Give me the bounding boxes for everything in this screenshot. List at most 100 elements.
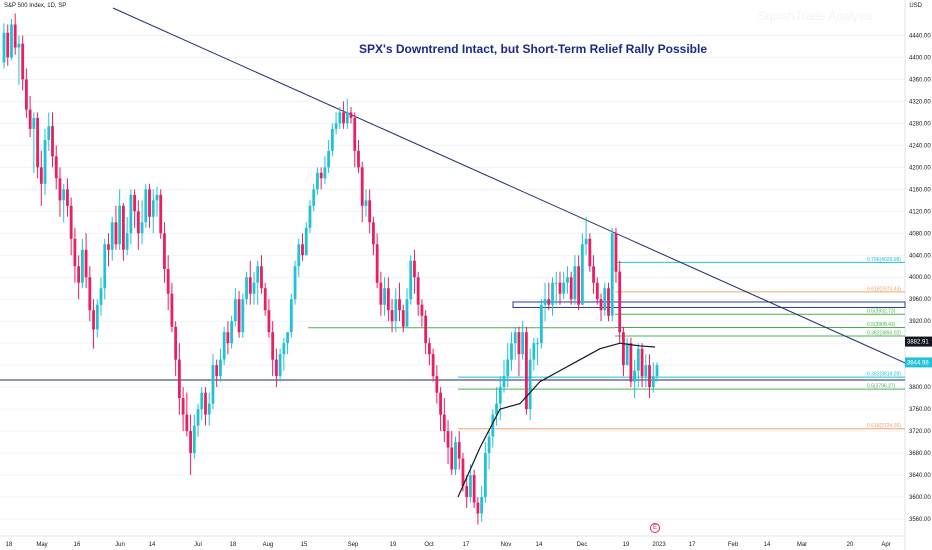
candle-body bbox=[80, 249, 84, 283]
candle-body bbox=[144, 189, 148, 223]
event-marker-icon[interactable]: E bbox=[650, 523, 660, 533]
y-tick-label: 4120.00 bbox=[909, 209, 931, 215]
currency-label: USD bbox=[909, 3, 922, 9]
candle-body bbox=[189, 431, 192, 454]
candle-body bbox=[282, 343, 286, 355]
x-tick-label: 20 bbox=[847, 542, 854, 548]
candle-body bbox=[13, 24, 17, 48]
candle-body bbox=[577, 266, 581, 305]
y-tick-label: 4200.00 bbox=[909, 165, 931, 171]
y-tick-label: 4280.00 bbox=[909, 121, 931, 127]
candle-body bbox=[118, 205, 122, 245]
candle-body bbox=[58, 178, 62, 201]
candle-body bbox=[6, 32, 10, 58]
candle-body bbox=[267, 310, 271, 333]
candle-body bbox=[409, 260, 413, 300]
candle-body bbox=[297, 244, 301, 267]
candle-body bbox=[495, 403, 498, 415]
candle-body bbox=[465, 486, 469, 498]
candle-body bbox=[2, 32, 6, 63]
candle-body bbox=[439, 392, 442, 415]
candle-body bbox=[607, 288, 610, 316]
candle-body bbox=[543, 299, 547, 305]
candle-body bbox=[364, 200, 368, 206]
candle-body bbox=[420, 304, 424, 316]
x-tick-label: 19 bbox=[623, 542, 630, 548]
candle-body bbox=[353, 117, 357, 151]
x-tick-label: Jun bbox=[115, 542, 125, 548]
candle-body bbox=[215, 365, 219, 377]
candle-body bbox=[204, 392, 207, 415]
candle-body bbox=[304, 227, 308, 256]
candle-body bbox=[308, 205, 312, 228]
candle-body bbox=[286, 332, 289, 344]
x-tick-label: Jul bbox=[194, 542, 202, 548]
candle-body bbox=[357, 150, 360, 168]
x-tick-label: Aug bbox=[263, 542, 274, 548]
candle-body bbox=[345, 112, 349, 124]
downtrend-line bbox=[112, 7, 911, 366]
candle-body bbox=[573, 266, 577, 300]
candle-body bbox=[401, 310, 405, 327]
candle-body bbox=[394, 299, 398, 322]
x-tick-label: 2023 bbox=[652, 542, 666, 548]
candle-body bbox=[196, 409, 200, 426]
candle-body bbox=[595, 282, 599, 300]
y-tick-label: 4360.00 bbox=[909, 77, 931, 83]
candle-body bbox=[510, 343, 513, 360]
fib-level-label: 0.618(3973.43) bbox=[867, 286, 901, 292]
candle-body bbox=[442, 414, 446, 432]
y-tick-label: 3960.00 bbox=[909, 297, 931, 303]
candle-body bbox=[43, 139, 47, 184]
candle-body bbox=[483, 453, 487, 498]
candle-body bbox=[233, 299, 237, 322]
candle-body bbox=[21, 43, 25, 80]
candle-body bbox=[469, 475, 472, 498]
candle-body bbox=[207, 403, 211, 415]
fib-level-label: 0.5(3796.27) bbox=[867, 384, 896, 390]
candle-body bbox=[230, 321, 234, 344]
candle-body bbox=[454, 442, 457, 470]
candle-body bbox=[457, 442, 461, 459]
candle-body bbox=[84, 249, 88, 278]
candle-body bbox=[368, 200, 372, 223]
candle-body bbox=[498, 387, 502, 404]
candle-body bbox=[521, 332, 525, 355]
candle-body bbox=[588, 238, 592, 267]
candle-body bbox=[360, 167, 364, 206]
candle-body bbox=[125, 233, 129, 250]
candle-body bbox=[566, 277, 569, 283]
y-tick-label: 3600.00 bbox=[909, 495, 931, 501]
candle-body bbox=[379, 282, 383, 305]
candle-body bbox=[92, 310, 95, 330]
candle-body bbox=[170, 293, 174, 327]
candle-body bbox=[551, 282, 554, 305]
candle-body bbox=[47, 126, 51, 140]
candle-body bbox=[271, 332, 275, 360]
y-tick-label: 4320.00 bbox=[909, 99, 931, 105]
x-tick-label: Dec bbox=[577, 542, 588, 548]
x-tick-label: 15 bbox=[301, 542, 308, 548]
candle-body bbox=[211, 365, 215, 404]
x-tick-label: Nov bbox=[501, 542, 512, 548]
candle-body bbox=[580, 244, 584, 305]
candle-body bbox=[584, 238, 588, 245]
candle-body bbox=[222, 332, 226, 360]
x-tick-label: 14 bbox=[149, 542, 156, 548]
candle-body bbox=[103, 244, 107, 289]
candle-body bbox=[625, 343, 629, 366]
y-tick-label: 4440.00 bbox=[909, 33, 931, 39]
candle-body bbox=[424, 315, 428, 344]
candle-body bbox=[17, 43, 21, 48]
candle-body bbox=[327, 150, 331, 168]
candle-body bbox=[558, 282, 562, 294]
fib-level-label: 0.382(3893.02) bbox=[867, 331, 901, 337]
candle-body bbox=[140, 222, 144, 234]
candle-body bbox=[648, 365, 651, 388]
candle-body bbox=[629, 343, 633, 382]
candle-body bbox=[528, 359, 532, 410]
candle-body bbox=[636, 348, 640, 371]
symbol-label: S&P 500 Index, 1D, SP bbox=[4, 3, 67, 9]
candle-body bbox=[383, 288, 387, 305]
